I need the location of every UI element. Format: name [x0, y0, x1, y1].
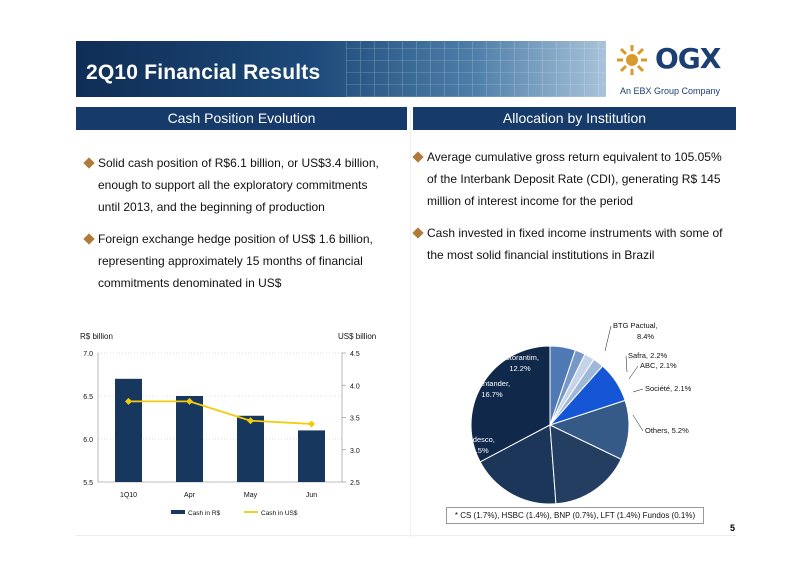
legend-label: Cash in US$ [261, 510, 298, 517]
pie-label: BTG Pactual, 8.4% [613, 321, 658, 341]
line-point [125, 397, 132, 405]
pie-slice [548, 399, 630, 460]
leader-line [632, 388, 644, 393]
bar [176, 396, 203, 482]
y-tick-left: 6.5 [83, 394, 93, 401]
bullet-item: Solid cash position of R$6.1 billion, or… [83, 152, 385, 218]
pie-slice [549, 345, 576, 426]
x-tick-label: Apr [184, 492, 196, 499]
y-tick-right: 2.5 [350, 480, 360, 487]
sun-icon [617, 45, 647, 75]
usd-line [128, 400, 312, 425]
bar [237, 415, 264, 482]
y-tick-right: 4.5 [350, 351, 360, 358]
cash-position-chart: R$ billion US$ billion 5.5 6.0 6.5 7.0 2.5 3.0 3… [80, 332, 376, 517]
ogx-logo [617, 45, 647, 75]
footnote: * CS (1.7%), HSBC (1.4%), BNP (0.7%), LF… [446, 507, 704, 524]
bullet-icon [412, 151, 424, 163]
pie-label: Société, 2.1% [645, 384, 692, 393]
bullet-icon [83, 233, 95, 245]
bullet-item: Cash invested in fixed income instrument… [412, 222, 734, 266]
logo-subtitle: An EBX Group Company [620, 86, 721, 96]
banner-pattern [346, 41, 606, 97]
x-tick-label: 1Q10 [120, 492, 137, 499]
page-number: 5 [730, 523, 736, 533]
bullet-item: Foreign exchange hedge position of US$ 1… [83, 228, 385, 294]
y-tick-right: 3.0 [350, 448, 360, 455]
pie-label: Votorantim, 12.2% [501, 353, 539, 373]
y-tick-left: 5.5 [83, 480, 93, 487]
bar [115, 378, 142, 482]
pie-slice [479, 424, 557, 505]
bullet-item: Average cumulative gross return equivale… [412, 146, 734, 212]
pie-label: Others, 5.2% [645, 426, 689, 435]
pie-label: Safra, 2.2% [628, 351, 668, 360]
column-divider [410, 107, 411, 537]
line-point [247, 417, 254, 425]
line-point [186, 397, 193, 405]
page-title: 2Q10 Financial Results [86, 61, 321, 84]
bar [298, 430, 325, 482]
leader-line [628, 365, 639, 380]
x-tick-label: May [244, 492, 258, 499]
pie-label: Santander, 16.7% [474, 379, 510, 399]
x-tick-label: Jun [306, 492, 317, 499]
line-point [308, 420, 315, 428]
y-tick-right: 3.5 [350, 416, 360, 423]
y-axis-left-label: R$ billion [80, 332, 113, 341]
legend-swatch-bar [171, 510, 185, 514]
pie-slice [470, 345, 551, 463]
title-banner: 2Q10 Financial Results [76, 41, 606, 97]
y-tick-left: 6.0 [83, 437, 93, 444]
y-tick-left: 7.0 [83, 351, 93, 358]
allocation-heading: Allocation by Institution [413, 107, 736, 130]
leader-line [604, 325, 612, 352]
allocation-bullets: Average cumulative gross return equivale… [412, 146, 734, 276]
allocation-pie-chart: Itau Unibanco,32.8%Bradesco,18.5%Santand… [461, 321, 692, 505]
pie-slice [549, 424, 622, 505]
bullet-icon [83, 157, 95, 169]
pie-label: Bradesco, 18.5% [461, 435, 495, 455]
pie-label: ABC, 2.1% [640, 361, 677, 370]
logo-name: OGX [655, 42, 721, 75]
footer-divider [76, 535, 736, 536]
y-tick-right: 4.0 [350, 383, 360, 390]
legend-label: Cash in R$ [188, 510, 221, 517]
bullet-icon [412, 227, 424, 239]
leader-line [632, 414, 644, 432]
cash-position-heading: Cash Position Evolution [76, 107, 407, 130]
cash-bullets: Solid cash position of R$6.1 billion, or… [83, 152, 385, 304]
leader-line [625, 355, 628, 373]
y-axis-right-label: US$ billion [338, 332, 376, 341]
